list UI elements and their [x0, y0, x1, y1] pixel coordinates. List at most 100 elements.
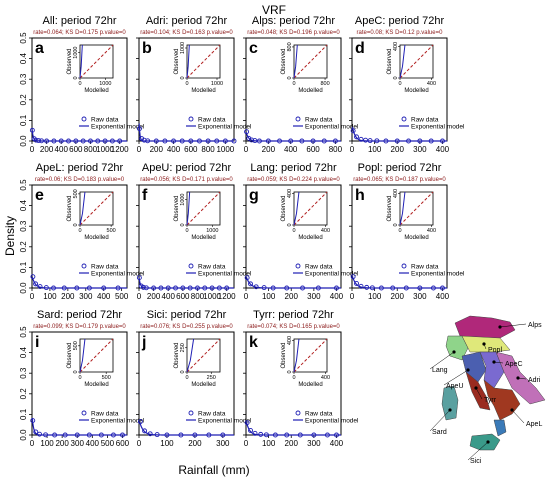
inset-x-tick-label: 0 — [292, 375, 295, 381]
inset-xlabel: Modelled — [84, 235, 108, 241]
x-tick-label: 200 — [188, 439, 202, 448]
y-tick-label: 0.3 — [19, 73, 28, 85]
raw-data-point — [231, 138, 237, 144]
raw-data-point — [244, 420, 250, 426]
panel-letter: i — [35, 334, 39, 351]
raw-data-point — [383, 138, 389, 144]
x-tick-label: 800 — [329, 145, 343, 154]
y-tick-label: 0.5 — [19, 32, 28, 44]
inset-diagonal — [186, 338, 221, 373]
raw-data-point — [62, 432, 68, 438]
raw-data-point — [109, 138, 115, 144]
raw-data-point — [165, 285, 171, 291]
map-point — [516, 376, 520, 380]
map-leader-line — [475, 387, 483, 400]
panel-letter: e — [35, 187, 44, 204]
panel-letter: c — [249, 40, 258, 57]
panel-stats: rate=0.056; KS D=0.171 p.value=0 — [140, 177, 233, 183]
y-tick-label: 0.2 — [19, 94, 28, 106]
raw-data-point — [147, 431, 153, 437]
x-tick-label: 100 — [43, 292, 57, 301]
map-region-alps — [454, 315, 516, 339]
raw-data-point — [66, 138, 71, 144]
raw-data-point — [369, 285, 375, 291]
raw-data-point — [244, 129, 250, 135]
inset-x-tick-label: 1000 — [99, 81, 111, 87]
inset-diagonal — [79, 191, 114, 226]
x-tick-label: 100 — [262, 439, 276, 448]
x-tick-label: 0 — [30, 292, 35, 301]
raw-data-point — [248, 281, 253, 287]
raw-data-point — [115, 285, 121, 291]
inset-xlabel: Modelled — [298, 235, 322, 241]
panel-title: Popl: period 72hr — [358, 162, 442, 174]
inset-xlabel: Modelled — [404, 235, 428, 241]
raw-data-point — [350, 274, 356, 280]
raw-data-point — [136, 275, 142, 281]
panel-i: Sard: period 72hr rate=0.099; KS D=0.179 … — [19, 309, 145, 448]
inset-y-tick-label: 0 — [287, 370, 293, 373]
x-tick-label: 500 — [101, 439, 115, 448]
y-tick-label: 0.3 — [19, 220, 28, 232]
raw-data-point — [51, 285, 56, 291]
x-tick-label: 400 — [284, 145, 298, 154]
inset-xlabel: Modelled — [84, 88, 108, 94]
inset-y-tick-label: 400 — [393, 42, 399, 51]
legend-raw-symbol — [81, 410, 87, 416]
inset-xlabel: Modelled — [84, 382, 108, 388]
panel-title: ApeL: period 72hr — [36, 162, 124, 174]
map-label-popl: Popl — [488, 347, 502, 354]
inset-x-tick-label: 250 — [207, 375, 216, 381]
legend-model-label: Exponential model — [411, 124, 465, 131]
raw-data-point — [88, 138, 93, 144]
figure-xlabel: Rainfall (mm) — [178, 463, 249, 477]
raw-data-point — [179, 138, 185, 144]
map-label-lang: Lang — [432, 367, 448, 374]
raw-data-point — [440, 285, 445, 291]
inset-x-tick-label: 800 — [320, 81, 329, 87]
raw-data-point — [30, 418, 36, 424]
inset-xlabel: Modelled — [191, 235, 215, 241]
raw-data-point — [74, 432, 80, 438]
raw-data-point — [430, 285, 436, 291]
x-tick-label: 0 — [137, 439, 142, 448]
inset-y-tick-label: 800 — [287, 42, 293, 51]
map-point — [486, 440, 490, 444]
inset-ylabel: Observed — [281, 48, 287, 74]
raw-data-point — [188, 138, 194, 144]
raw-data-point — [137, 419, 143, 425]
raw-data-point — [33, 281, 39, 287]
inset-ylabel: Observed — [67, 342, 73, 368]
raw-data-point — [390, 285, 396, 291]
raw-data-point — [334, 432, 339, 438]
x-tick-label: 0 — [30, 145, 35, 154]
raw-data-point — [350, 128, 356, 134]
x-tick-label: 200 — [391, 292, 405, 301]
raw-data-point — [151, 285, 157, 291]
raw-data-point — [51, 138, 57, 144]
map-point — [498, 325, 502, 329]
panel-title: Sici: period 72hr — [147, 309, 227, 321]
inset-x-tick-label: 1000 — [211, 81, 223, 87]
map-point — [482, 342, 486, 346]
x-tick-label: 0 — [244, 439, 249, 448]
model-curve — [245, 276, 341, 289]
inset-x-tick-label: 0 — [185, 228, 188, 234]
inset-y-tick-label: 250 — [180, 343, 186, 352]
legend-raw-label: Raw data — [411, 264, 439, 271]
raw-data-point — [224, 285, 230, 291]
inset-y-tick-label: 400 — [393, 189, 399, 198]
raw-data-point — [202, 285, 208, 291]
inset-y-tick-label: 1000 — [180, 193, 186, 205]
map-point — [492, 360, 496, 364]
inset-ylabel: Observed — [174, 342, 180, 368]
map-label-sici: Sici — [470, 458, 482, 465]
x-tick-label: 100 — [40, 439, 54, 448]
raw-data-point — [265, 138, 271, 144]
raw-data-point — [101, 285, 107, 291]
inset-observed-line — [293, 44, 298, 79]
raw-data-point — [252, 430, 258, 436]
